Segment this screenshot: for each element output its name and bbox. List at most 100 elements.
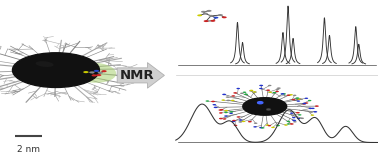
Circle shape: [203, 13, 208, 15]
Circle shape: [98, 72, 103, 74]
Circle shape: [243, 98, 287, 115]
Circle shape: [211, 101, 215, 102]
Text: NMR: NMR: [120, 69, 154, 82]
Circle shape: [234, 125, 237, 126]
Circle shape: [297, 100, 300, 102]
Circle shape: [239, 121, 242, 123]
Circle shape: [259, 127, 263, 128]
Circle shape: [296, 112, 300, 113]
Circle shape: [287, 94, 291, 96]
Circle shape: [242, 121, 245, 122]
Circle shape: [290, 123, 294, 125]
Circle shape: [310, 111, 313, 113]
Circle shape: [214, 107, 218, 108]
Circle shape: [226, 100, 230, 101]
Circle shape: [204, 20, 209, 22]
Circle shape: [206, 100, 209, 102]
Circle shape: [83, 71, 88, 73]
Circle shape: [275, 91, 279, 92]
Circle shape: [223, 118, 226, 120]
Circle shape: [222, 99, 225, 101]
Circle shape: [94, 70, 99, 72]
Circle shape: [219, 112, 223, 114]
Circle shape: [276, 89, 279, 90]
Circle shape: [311, 114, 314, 116]
Circle shape: [290, 113, 294, 114]
Circle shape: [232, 120, 236, 121]
Circle shape: [237, 116, 240, 118]
Circle shape: [222, 16, 227, 18]
Circle shape: [243, 92, 246, 93]
Text: 2 nm: 2 nm: [17, 145, 40, 154]
Circle shape: [249, 90, 253, 92]
Circle shape: [315, 105, 319, 107]
Ellipse shape: [36, 61, 54, 67]
Circle shape: [253, 126, 257, 128]
Circle shape: [240, 93, 243, 94]
Circle shape: [265, 124, 270, 126]
Circle shape: [305, 102, 308, 104]
Circle shape: [101, 70, 107, 72]
Circle shape: [298, 99, 302, 100]
Circle shape: [266, 109, 270, 110]
Circle shape: [292, 117, 296, 118]
Circle shape: [299, 99, 303, 100]
Circle shape: [284, 124, 288, 126]
Circle shape: [233, 92, 237, 94]
Circle shape: [212, 104, 216, 105]
Circle shape: [211, 20, 215, 22]
Circle shape: [298, 114, 302, 116]
Circle shape: [244, 94, 248, 95]
Circle shape: [297, 118, 301, 119]
Circle shape: [268, 125, 271, 126]
Circle shape: [231, 95, 235, 97]
Circle shape: [266, 89, 270, 91]
Circle shape: [224, 110, 228, 111]
Circle shape: [280, 93, 285, 95]
Circle shape: [231, 121, 235, 122]
Circle shape: [257, 102, 263, 104]
Circle shape: [302, 103, 306, 105]
Circle shape: [248, 121, 252, 122]
Circle shape: [302, 103, 307, 104]
Circle shape: [249, 90, 253, 91]
Circle shape: [229, 113, 233, 114]
Circle shape: [291, 99, 295, 100]
Circle shape: [89, 71, 94, 73]
Circle shape: [219, 118, 223, 119]
Circle shape: [91, 74, 97, 76]
Circle shape: [239, 119, 242, 121]
Circle shape: [236, 88, 240, 89]
Circle shape: [276, 125, 280, 126]
Circle shape: [268, 85, 271, 86]
Circle shape: [277, 87, 281, 89]
Circle shape: [289, 94, 293, 95]
Circle shape: [231, 100, 234, 101]
Ellipse shape: [72, 63, 116, 83]
Circle shape: [297, 98, 302, 100]
Circle shape: [229, 111, 233, 113]
Circle shape: [226, 96, 229, 98]
Circle shape: [282, 93, 286, 95]
Circle shape: [261, 127, 265, 129]
Circle shape: [313, 111, 317, 113]
Circle shape: [218, 14, 223, 16]
Circle shape: [268, 92, 272, 93]
Circle shape: [220, 109, 223, 110]
FancyArrow shape: [117, 63, 164, 88]
Circle shape: [287, 123, 290, 125]
Circle shape: [209, 15, 214, 17]
Circle shape: [300, 117, 304, 119]
Circle shape: [12, 53, 99, 87]
Circle shape: [273, 92, 276, 93]
Circle shape: [259, 85, 263, 86]
Circle shape: [96, 74, 101, 76]
Circle shape: [293, 121, 297, 123]
Circle shape: [296, 97, 299, 99]
Circle shape: [311, 108, 314, 109]
Circle shape: [253, 91, 257, 93]
Circle shape: [254, 123, 257, 124]
Circle shape: [293, 95, 296, 96]
Circle shape: [218, 109, 222, 111]
Circle shape: [305, 98, 308, 99]
